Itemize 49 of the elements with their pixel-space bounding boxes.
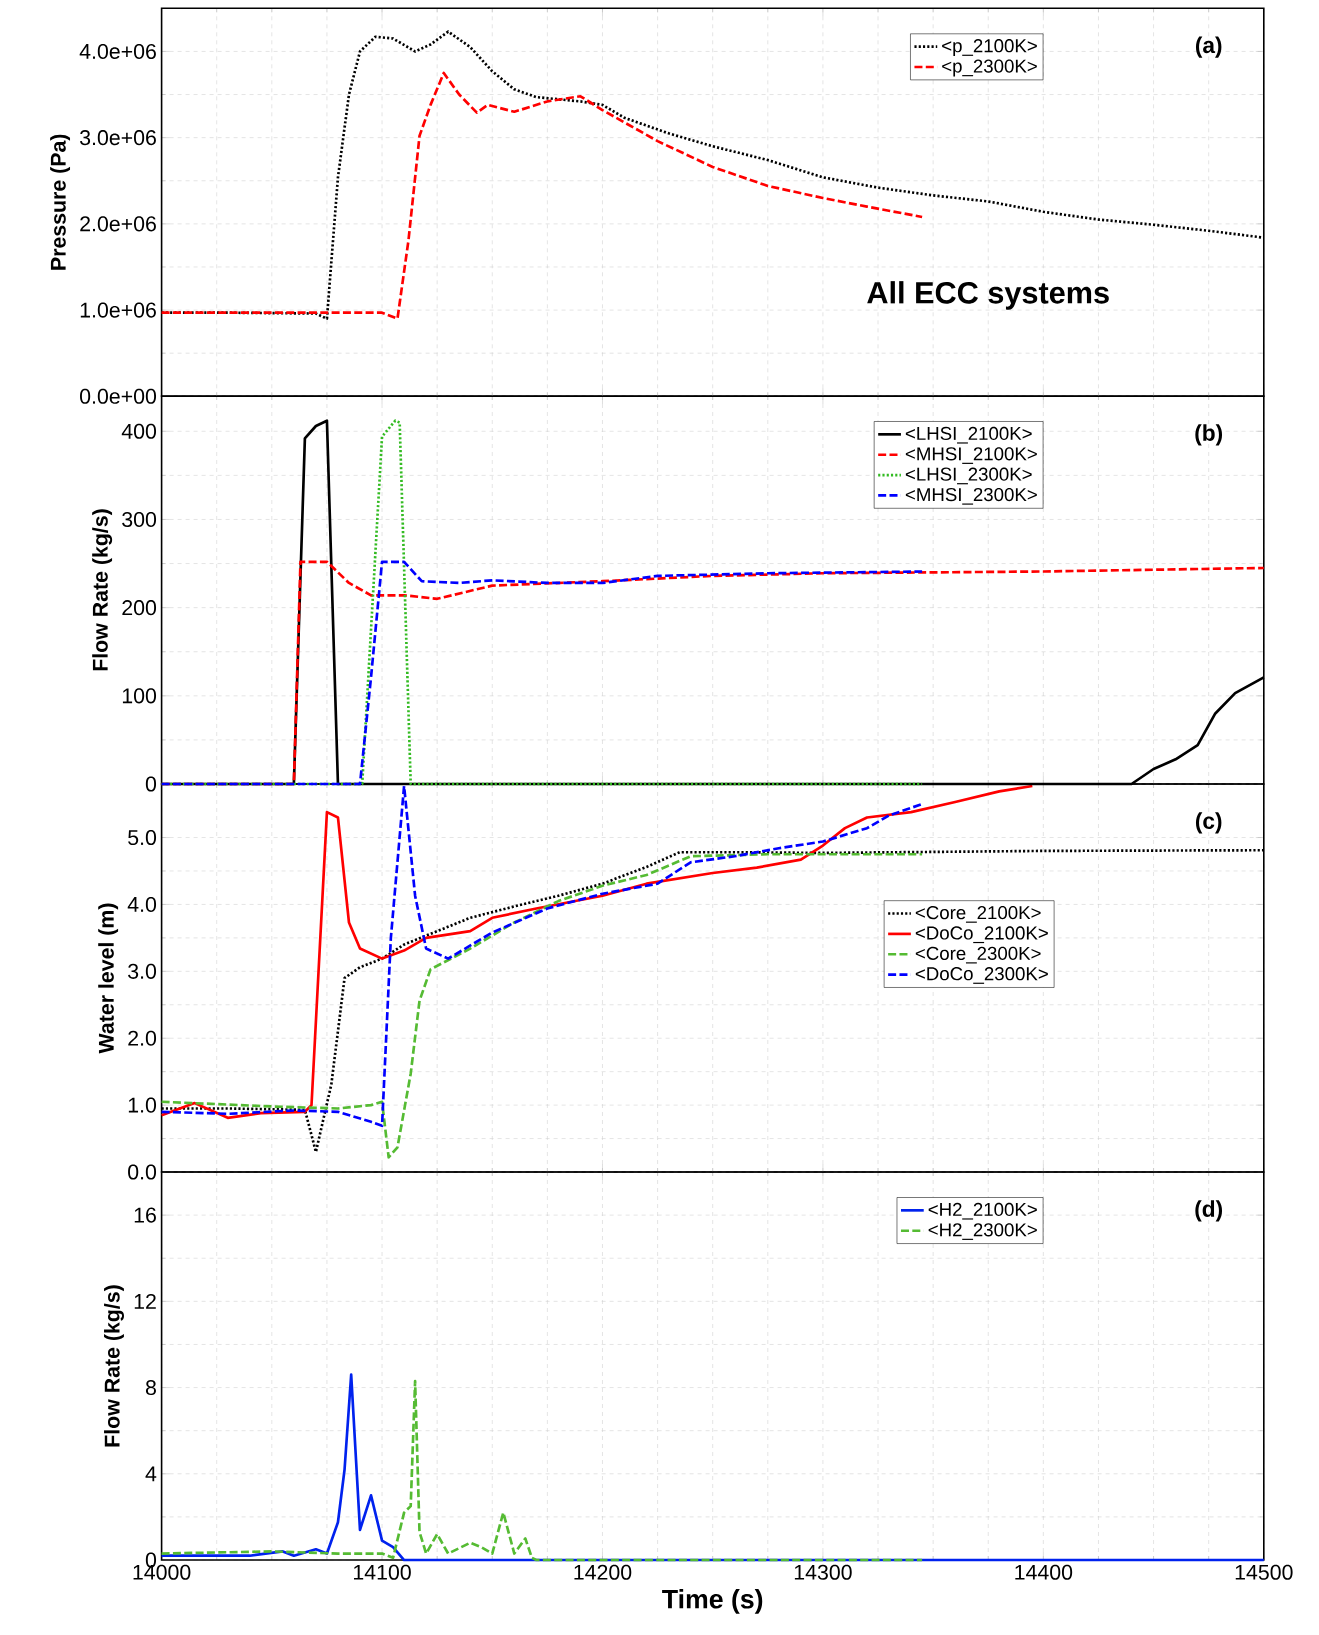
y-axis-title: Flow Rate (kg/s) bbox=[104, 1285, 124, 1447]
y-tick-label: 3.0 bbox=[128, 963, 157, 979]
legend-label: <DoCo_2100K> bbox=[915, 926, 1048, 944]
legend-label: <p_2100K> bbox=[942, 39, 1037, 57]
y-tick-label: 200 bbox=[122, 600, 157, 616]
annotation: (b) bbox=[1195, 424, 1223, 446]
y-axis-title: Pressure (Pa) bbox=[50, 134, 71, 270]
y-tick-label: 4 bbox=[145, 1466, 157, 1482]
x-tick-label: 14200 bbox=[574, 1564, 632, 1580]
y-tick-label: 0.0 bbox=[128, 1164, 157, 1180]
y-tick-label: 3.0e+06 bbox=[79, 130, 156, 146]
x-tick-label: 14300 bbox=[794, 1564, 852, 1580]
y-tick-label: 0 bbox=[145, 776, 157, 792]
legend-label: <LHSI_2300K> bbox=[905, 467, 1032, 485]
x-tick-label: 14400 bbox=[1015, 1564, 1073, 1580]
y-tick-label: 4.0 bbox=[127, 896, 157, 912]
annotation: (c) bbox=[1195, 812, 1222, 834]
x-axis-title: Time (s) bbox=[662, 1588, 763, 1614]
y-axis-title: Water level (m) bbox=[98, 903, 119, 1054]
y-tick-label: 5.0 bbox=[128, 829, 157, 846]
y-tick-label: 4.0e+06 bbox=[79, 43, 156, 59]
legend-label: <p_2300K> bbox=[942, 59, 1037, 77]
y-tick-label: 2.0 bbox=[128, 1030, 157, 1046]
annotation: (a) bbox=[1195, 36, 1222, 58]
legend-label: <LHSI_2100K> bbox=[905, 426, 1032, 444]
legend-label: <H2_2300K> bbox=[928, 1223, 1037, 1240]
legend-label: <H2_2100K> bbox=[928, 1202, 1037, 1220]
y-tick-label: 1.0e+06 bbox=[80, 302, 156, 318]
line-series bbox=[160, 1379, 924, 1562]
x-tick-label: 14500 bbox=[1235, 1564, 1293, 1580]
annotation: All ECC systems bbox=[867, 281, 1109, 310]
legend-label: <DoCo_2300K> bbox=[915, 967, 1048, 984]
y-tick-label: 2.0e+06 bbox=[80, 216, 156, 232]
y-tick-label: 0.0e+00 bbox=[80, 388, 157, 404]
y-tick-label: 1.0 bbox=[128, 1097, 157, 1113]
legend-label: <Core_2300K> bbox=[915, 946, 1041, 964]
y-tick-label: 16 bbox=[134, 1207, 156, 1223]
annotation: (d) bbox=[1195, 1200, 1223, 1222]
legend-label: <MHSI_2100K> bbox=[905, 447, 1037, 464]
y-tick-label: 12 bbox=[134, 1293, 156, 1309]
y-axis-title: Flow Rate (kg/s) bbox=[92, 509, 113, 671]
legend-label: <Core_2100K> bbox=[915, 906, 1041, 923]
line-series bbox=[160, 560, 924, 786]
y-tick-label: 300 bbox=[122, 511, 157, 528]
y-tick-label: 8 bbox=[145, 1380, 156, 1396]
legend-label: <MHSI_2300K> bbox=[905, 487, 1037, 505]
y-tick-label: 400 bbox=[121, 423, 157, 439]
x-tick-label: 14100 bbox=[354, 1564, 411, 1580]
y-tick-label: 100 bbox=[122, 688, 157, 704]
